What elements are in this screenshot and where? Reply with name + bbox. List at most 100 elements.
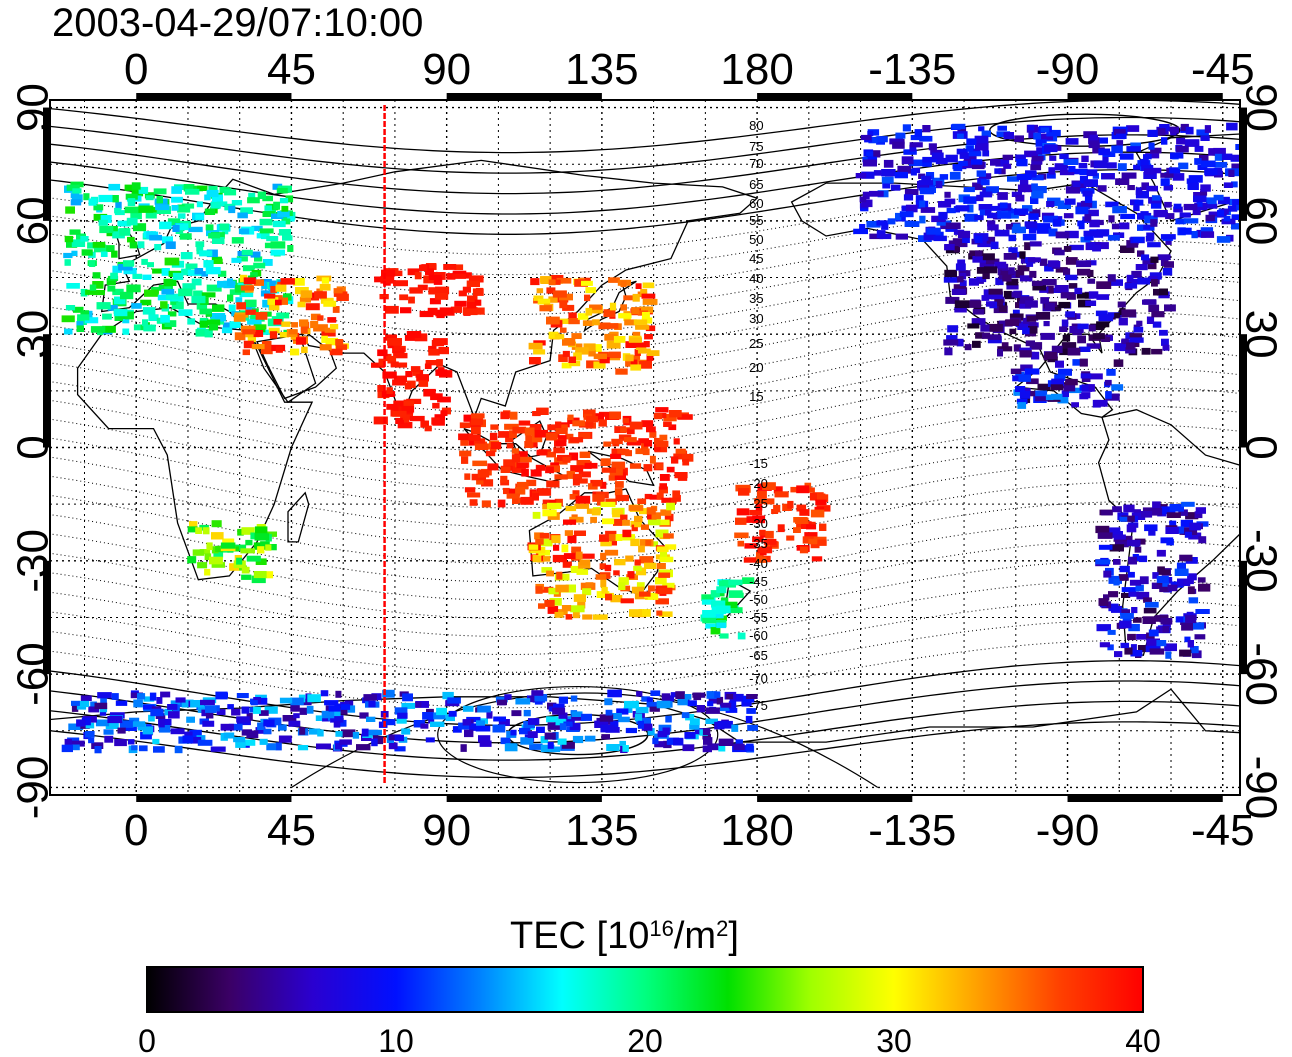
tec-point — [986, 301, 995, 307]
magnetic-contour — [50, 222, 1240, 296]
tec-point — [720, 705, 730, 712]
tec-point — [1019, 177, 1029, 185]
tec-point — [76, 719, 86, 727]
contour-label: 30 — [749, 311, 763, 326]
tec-point — [334, 743, 342, 750]
tec-point — [710, 627, 721, 635]
tec-point — [763, 538, 777, 545]
tec-point — [243, 340, 254, 349]
tec-point — [107, 304, 118, 311]
tec-point — [85, 289, 94, 295]
tec-point — [1140, 511, 1153, 518]
lon-tick-label-top: 90 — [422, 45, 471, 94]
tec-point — [592, 480, 603, 487]
tec-point — [966, 145, 974, 152]
tec-point — [653, 444, 661, 452]
tec-point — [1044, 263, 1054, 272]
tec-point — [919, 135, 933, 142]
tec-point — [207, 319, 221, 326]
tec-point — [1088, 324, 1096, 332]
tec-point — [535, 464, 546, 471]
tec-point — [242, 265, 255, 272]
tec-point — [716, 622, 727, 629]
tec-point — [204, 194, 211, 201]
tec-point — [582, 320, 594, 326]
axis-tick-labels: 0 45 90 135 180 -135 -90 -450 45 90 135 180 -135 -90-… — [9, 45, 1286, 855]
tec-point — [165, 241, 176, 249]
tec-point — [270, 241, 286, 249]
tec-point — [1181, 501, 1195, 507]
tec-point — [604, 698, 613, 706]
tec-point — [649, 431, 657, 438]
tec-point — [982, 272, 990, 280]
tec-point — [236, 256, 248, 262]
tec-point — [556, 277, 572, 284]
colorbar-gradient — [146, 966, 1144, 1013]
tec-point — [511, 465, 526, 473]
contour-label: -60 — [749, 628, 768, 643]
tec-point — [672, 737, 684, 746]
tec-point — [377, 385, 384, 392]
tec-point — [997, 346, 1013, 352]
tec-point — [70, 181, 84, 188]
tec-point — [1103, 570, 1112, 578]
tec-point — [307, 694, 321, 703]
lat-tick-label-right: -90 — [1236, 756, 1285, 820]
tec-point — [565, 614, 573, 620]
tec-point — [380, 275, 395, 284]
tec-point — [600, 481, 607, 489]
tec-point — [861, 199, 873, 208]
tec-point — [1026, 315, 1036, 322]
tec-point — [1135, 187, 1143, 196]
tec-point — [224, 189, 237, 196]
tec-point — [1043, 215, 1058, 223]
tec-point — [716, 586, 727, 594]
tec-point — [1019, 350, 1032, 358]
tec-point — [95, 719, 110, 727]
tec-point — [332, 306, 340, 313]
tec-point — [283, 293, 292, 301]
tec-point — [253, 324, 267, 330]
tec-point — [537, 298, 551, 305]
tec-point — [115, 700, 128, 706]
tec-point — [178, 288, 193, 297]
tec-point — [371, 738, 378, 747]
tec-point — [682, 744, 695, 752]
tec-point — [1055, 360, 1064, 368]
tec-point — [333, 707, 348, 715]
lat-tick-label-left: -30 — [9, 529, 58, 593]
tec-point — [264, 205, 273, 211]
tec-point — [987, 212, 1001, 219]
tec-point — [236, 302, 246, 310]
tec-point — [481, 479, 494, 487]
map-frame-bars — [43, 93, 1247, 802]
colorbar-tick-label: 20 — [627, 1023, 663, 1057]
tec-point — [603, 441, 612, 447]
tec-point — [132, 721, 146, 727]
tec-point — [254, 526, 268, 534]
tec-point — [419, 264, 428, 272]
tec-point — [164, 320, 177, 327]
tec-point — [558, 435, 567, 442]
tec-point — [125, 311, 134, 320]
tec-point — [1144, 524, 1158, 532]
tec-point — [218, 270, 227, 277]
tec-point — [1058, 368, 1072, 376]
tec-point — [69, 229, 81, 235]
tec-point — [458, 722, 471, 730]
tec-point — [1122, 615, 1132, 623]
tec-point — [1089, 219, 1100, 228]
tec-point — [997, 212, 1012, 219]
tec-point — [387, 355, 397, 364]
tec-point — [608, 475, 617, 481]
tec-point — [278, 735, 292, 743]
tec-point — [253, 706, 261, 714]
tec-point — [203, 527, 210, 535]
tec-point — [472, 288, 484, 296]
tec-point — [1115, 178, 1130, 185]
frame-bar-right — [1240, 107, 1247, 221]
tec-point — [1151, 348, 1163, 355]
tec-point — [156, 195, 163, 204]
tec-point — [985, 258, 1000, 265]
tec-point — [539, 305, 552, 312]
